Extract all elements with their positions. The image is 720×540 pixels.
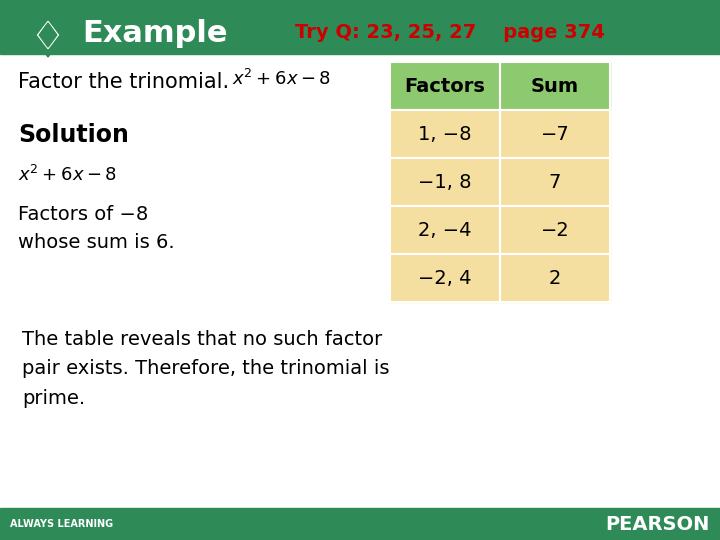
Bar — [0, 508, 720, 540]
Polygon shape — [32, 13, 65, 57]
Text: Solution: Solution — [18, 123, 129, 147]
Text: Try Q: 23, 25, 27    page 374: Try Q: 23, 25, 27 page 374 — [295, 24, 605, 43]
Text: Example: Example — [82, 18, 228, 48]
Text: Factors: Factors — [405, 77, 485, 96]
Bar — [500, 206, 610, 254]
Text: −7: −7 — [541, 125, 570, 144]
Text: Sum: Sum — [531, 77, 579, 96]
Text: whose sum is 6.: whose sum is 6. — [18, 233, 175, 252]
Bar — [0, 49, 720, 54]
Text: −2: −2 — [541, 220, 570, 240]
Bar — [390, 206, 500, 254]
Text: PEARSON: PEARSON — [606, 515, 710, 534]
Bar — [500, 158, 610, 206]
Text: Factor the trinomial.: Factor the trinomial. — [18, 72, 229, 92]
Bar — [390, 254, 500, 302]
Bar — [390, 158, 500, 206]
Bar — [390, 110, 500, 158]
Polygon shape — [37, 22, 58, 49]
Bar — [500, 254, 610, 302]
Text: $x^2 + 6x - 8$: $x^2 + 6x - 8$ — [232, 69, 331, 89]
Bar — [500, 110, 610, 158]
Bar — [390, 206, 500, 254]
Bar — [0, 0, 720, 50]
Bar — [390, 254, 500, 302]
Text: −2, 4: −2, 4 — [418, 268, 472, 287]
Bar — [500, 62, 610, 110]
Polygon shape — [39, 23, 57, 47]
Bar — [500, 110, 610, 158]
Bar — [500, 254, 610, 302]
Bar — [390, 62, 500, 110]
Text: 2, −4: 2, −4 — [418, 220, 472, 240]
Bar — [390, 158, 500, 206]
Text: 2: 2 — [549, 268, 561, 287]
Bar — [500, 62, 610, 110]
Bar — [390, 62, 500, 110]
Text: The table reveals that no such factor
pair exists. Therefore, the trinomial is
p: The table reveals that no such factor pa… — [22, 330, 390, 408]
Text: 7: 7 — [549, 172, 561, 192]
Text: −1, 8: −1, 8 — [418, 172, 472, 192]
Text: ALWAYS LEARNING: ALWAYS LEARNING — [10, 519, 113, 529]
Bar — [500, 158, 610, 206]
Text: 1, −8: 1, −8 — [418, 125, 472, 144]
Bar — [390, 110, 500, 158]
Text: Factors of −8: Factors of −8 — [18, 206, 148, 225]
Text: $x^2 + 6x - 8$: $x^2 + 6x - 8$ — [18, 165, 117, 185]
Bar — [500, 206, 610, 254]
